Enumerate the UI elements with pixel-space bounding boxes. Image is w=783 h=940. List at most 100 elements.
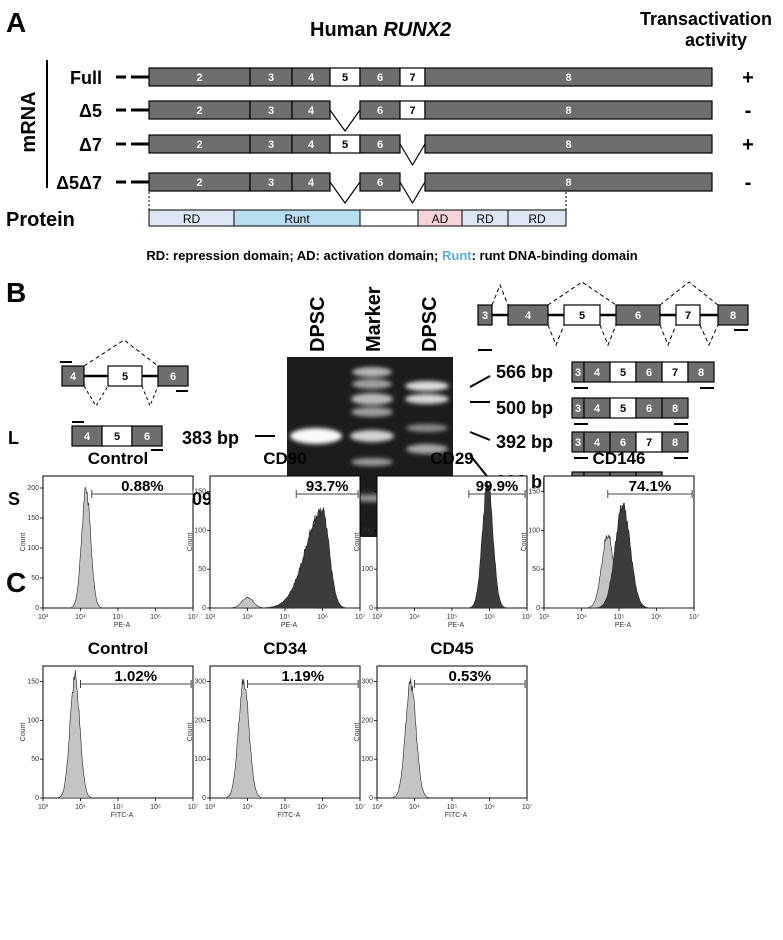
splice-path (547, 281, 617, 306)
splice-junction (329, 181, 361, 205)
exon-label: 6 (646, 403, 652, 415)
protein-domain (359, 209, 419, 227)
marker-band (350, 430, 394, 442)
gel-band-dpsc1-383 (290, 428, 342, 444)
exon-label: 5 (342, 139, 348, 151)
y-tick-label: 0 (35, 795, 39, 802)
exon-label: 3 (268, 177, 274, 189)
x-tick-label: 10⁴ (409, 614, 420, 621)
exon-label: 5 (620, 367, 626, 379)
exon-label: 8 (672, 437, 678, 449)
exon-label: 8 (565, 72, 571, 84)
exon-3 (477, 304, 493, 326)
isoform-label: Full (70, 68, 102, 88)
histogram-title: CD90 (263, 449, 306, 468)
domain-label: RD (183, 212, 201, 226)
exon-label: 6 (377, 139, 383, 151)
y-tick-label: 150 (27, 679, 39, 686)
band-size: 566 bp (496, 362, 553, 382)
x-tick-label: 10⁴ (409, 804, 420, 811)
y-tick-label: 100 (361, 566, 373, 573)
splice-path (141, 385, 159, 408)
isoform-label: Δ5Δ7 (56, 173, 102, 193)
exon-label: 3 (575, 403, 581, 415)
exon-8 (661, 397, 689, 419)
y-axis-label: Count (521, 533, 528, 552)
exon-6 (615, 304, 661, 326)
splice-path (599, 324, 617, 347)
splice-path (547, 324, 565, 347)
y-tick-label: 100 (27, 717, 39, 724)
x-tick-label: 10⁶ (484, 614, 495, 621)
exon-8 (661, 431, 689, 453)
exon-label: 4 (70, 371, 77, 383)
exon-label: 5 (579, 310, 585, 322)
exon-label: 4 (84, 431, 91, 443)
x-tick-label: 10⁷ (355, 804, 366, 811)
exon-label: 3 (575, 437, 581, 449)
lane-label-dpsc-1: DPSC (307, 296, 329, 352)
y-tick-label: 0 (369, 605, 373, 612)
x-tick-label: 10⁷ (522, 614, 533, 621)
isoform-label: Δ7 (79, 135, 102, 155)
histogram-distribution (377, 678, 527, 799)
domain-label: RD (476, 212, 494, 226)
isoform-group: Full 2 3 4 5 6 7 8 + Δ5 2 3 4 6 7 8 - Δ7 2 3 4 5 6 8 + Δ5Δ7 2 3 4 6 8 - (56, 67, 754, 205)
exon-6 (131, 425, 163, 447)
band-size: 500 bp (496, 398, 553, 418)
band-pointer (469, 431, 491, 441)
gate-percentage: 0.53% (449, 668, 492, 685)
lane-label-dpsc-2: DPSC (419, 296, 441, 352)
splice-path (83, 339, 159, 367)
exon-8 (424, 100, 713, 120)
x-tick-label: 10³ (205, 614, 216, 621)
y-axis-label: Count (20, 533, 27, 552)
marker-band (351, 393, 393, 405)
x-axis-label: PE-A (615, 622, 632, 629)
band-size: 392 bp (496, 432, 553, 452)
exon-label: 2 (196, 177, 202, 189)
exon-label: 6 (377, 105, 383, 117)
gate-percentage: 99.9% (476, 478, 519, 495)
y-axis-label: Count (20, 723, 27, 742)
y-tick-label: 150 (27, 515, 39, 522)
mrna-label: mRNA (18, 91, 40, 152)
protein-domain-bar: RD Runt AD RD RD (148, 209, 567, 227)
x-tick-label: 10⁶ (484, 804, 495, 811)
exon-5 (563, 304, 601, 326)
x-axis-label: FITC-A (278, 812, 301, 819)
exon-label: 6 (646, 367, 652, 379)
histogram-frame (209, 475, 361, 609)
protein-label: Protein (6, 209, 75, 231)
splice-path (83, 385, 109, 407)
exon-7 (675, 304, 701, 326)
x-tick-label: 10³ (205, 804, 216, 811)
histogram-frame (376, 475, 528, 609)
x-axis-label: PE-A (448, 622, 465, 629)
exon-label: 4 (594, 367, 601, 379)
histogram-distribution (43, 670, 193, 799)
y-tick-label: 150 (194, 489, 206, 496)
x-tick-label: 10⁴ (242, 614, 253, 621)
exon-label: 7 (672, 367, 678, 379)
gel-bands (290, 367, 449, 502)
histogram-distribution (544, 502, 694, 609)
histogram-title: CD45 (430, 639, 473, 658)
marker-band (351, 458, 393, 466)
histogram-frame (376, 665, 528, 799)
exon-label: 4 (308, 177, 315, 189)
x-axis-label: PE-A (114, 622, 131, 629)
panel-a-letter: A (6, 7, 26, 38)
exon-label: 4 (525, 310, 532, 322)
exon-label: 6 (377, 72, 383, 84)
activity-sign: + (742, 67, 754, 89)
y-tick-label: 100 (194, 756, 206, 763)
x-tick-label: 10⁷ (188, 614, 199, 621)
x-tick-label: 10⁶ (651, 614, 662, 621)
splice-path (659, 324, 677, 347)
exon-label: 5 (114, 431, 120, 443)
exon-label: 7 (409, 105, 415, 117)
exon-label: 2 (196, 139, 202, 151)
histogram-plot: CD146 0 50 100 150 Count 10³ 10⁴ 10⁵ 10⁶ 10⁷ PE-A 74… (521, 449, 700, 629)
